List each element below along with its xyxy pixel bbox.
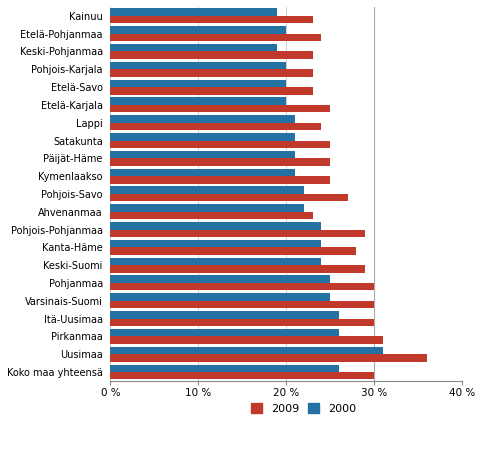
Bar <box>110 141 330 148</box>
Bar <box>110 354 427 362</box>
Bar <box>110 212 312 219</box>
Bar <box>110 169 295 176</box>
Bar <box>110 87 312 95</box>
Bar <box>110 276 330 283</box>
Bar <box>110 347 383 354</box>
Bar <box>110 258 321 265</box>
Bar <box>110 222 321 229</box>
Bar <box>110 26 286 34</box>
Bar <box>110 79 286 87</box>
Bar <box>110 240 321 247</box>
Bar <box>110 229 365 237</box>
Bar <box>110 283 374 291</box>
Bar <box>110 301 374 308</box>
Bar <box>110 176 330 184</box>
Bar <box>110 194 348 202</box>
Bar <box>110 62 286 69</box>
Bar <box>110 311 339 319</box>
Bar <box>110 329 339 336</box>
Bar <box>110 9 278 16</box>
Bar <box>110 97 286 105</box>
Bar <box>110 151 295 158</box>
Bar <box>110 52 312 59</box>
Bar <box>110 293 330 301</box>
Bar <box>110 372 374 379</box>
Bar <box>110 247 357 255</box>
Bar <box>110 123 321 130</box>
Bar <box>110 44 278 52</box>
Bar <box>110 365 339 372</box>
Bar <box>110 265 365 273</box>
Bar <box>110 336 383 344</box>
Bar <box>110 204 304 212</box>
Bar <box>110 16 312 23</box>
Bar <box>110 133 295 141</box>
Bar <box>110 158 330 166</box>
Bar <box>110 69 312 77</box>
Bar <box>110 115 295 123</box>
Legend: 2009, 2000: 2009, 2000 <box>247 399 361 418</box>
Bar <box>110 186 304 194</box>
Bar <box>110 319 374 326</box>
Bar <box>110 34 321 41</box>
Bar <box>110 105 330 112</box>
